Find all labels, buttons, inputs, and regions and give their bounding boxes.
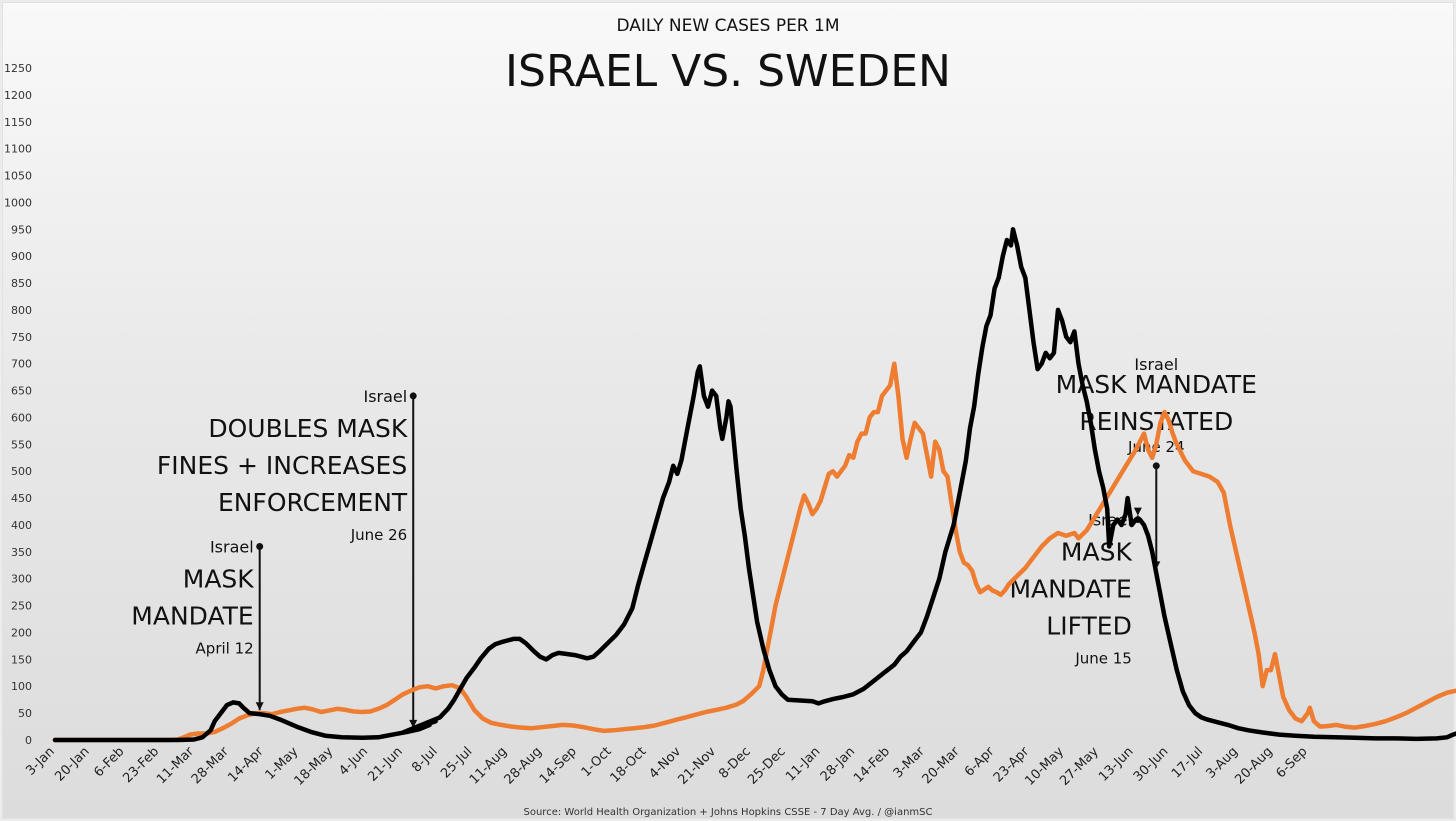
y-tick-label: 550 xyxy=(11,438,32,451)
x-tick-label: 14-Feb xyxy=(851,744,893,786)
annotation-text: MANDATE xyxy=(131,601,253,630)
chart-title: ISRAEL VS. SWEDEN xyxy=(505,46,951,97)
x-tick-label: 14-Sep xyxy=(537,744,580,787)
x-tick-label: 14-Apr xyxy=(225,744,267,786)
y-tick-label: 150 xyxy=(11,653,32,666)
x-tick-label: 20-Mar xyxy=(920,744,963,787)
x-tick-label: 30-Jun xyxy=(1131,744,1172,785)
annotation-date: April 12 xyxy=(196,639,254,657)
x-tick-label: 11-Aug xyxy=(467,744,510,787)
x-tick-label: 8-Jul xyxy=(409,744,440,775)
annotation-text: MANDATE xyxy=(1009,575,1131,604)
x-tick-label: 20-Aug xyxy=(1232,744,1275,787)
y-tick-label: 1150 xyxy=(4,116,32,129)
x-tick-label: 28-Jan xyxy=(818,744,858,784)
annotation-dot xyxy=(256,542,264,550)
y-tick-label: 900 xyxy=(11,250,32,263)
annotation-text: MASK xyxy=(1061,538,1133,567)
annotation-dot xyxy=(409,392,417,400)
y-tick-label: 400 xyxy=(11,519,32,532)
x-tick-label: 11-Jan xyxy=(783,744,823,784)
annotation-text: REINSTATED xyxy=(1079,407,1233,436)
y-tick-label: 1250 xyxy=(4,62,32,75)
y-tick-label: 100 xyxy=(11,680,32,693)
x-tick-label: 11-Mar xyxy=(154,744,197,787)
annotation-text: LIFTED xyxy=(1046,612,1132,641)
annotation-dot xyxy=(1152,462,1160,470)
x-tick-label: 13-Jun xyxy=(1096,744,1137,785)
chart-subtitle: DAILY NEW CASES PER 1M xyxy=(616,16,839,36)
y-tick-label: 600 xyxy=(11,411,32,424)
y-tick-label: 200 xyxy=(11,626,32,639)
annotation-text: FINES + INCREASES xyxy=(157,451,407,480)
annotation-text: MASK xyxy=(183,564,255,593)
x-tick-label: 21-Nov xyxy=(675,744,719,788)
x-tick-label: 6-Sep xyxy=(1273,744,1310,781)
y-tick-label: 500 xyxy=(11,465,32,478)
y-tick-label: 650 xyxy=(11,385,32,398)
x-tick-label: 27-May xyxy=(1057,744,1102,789)
x-tick-label: 28-Mar xyxy=(189,744,232,787)
annotation-date: June 26 xyxy=(350,526,408,544)
source-note: Source: World Health Organization + John… xyxy=(524,807,933,818)
x-tick-label: 20-Jan xyxy=(52,744,92,784)
y-tick-label: 250 xyxy=(11,600,32,613)
x-tick-label: 28-Aug xyxy=(502,744,545,787)
y-tick-label: 300 xyxy=(11,573,32,586)
y-tick-label: 700 xyxy=(11,358,32,371)
series-line-israel xyxy=(52,227,1456,743)
y-tick-label: 450 xyxy=(11,492,32,505)
annotation-text: DOUBLES MASK xyxy=(208,414,407,443)
y-tick-label: 950 xyxy=(11,223,32,236)
y-tick-label: 750 xyxy=(11,331,32,344)
x-tick-label: 18-May xyxy=(292,744,337,789)
y-tick-label: 800 xyxy=(11,304,32,317)
annotation-text: ENFORCEMENT xyxy=(218,488,408,517)
annotation-arrowhead xyxy=(409,719,418,728)
annotation-country: Israel xyxy=(1134,355,1178,374)
annotation-arrowhead xyxy=(1133,507,1142,516)
y-tick-label: 1000 xyxy=(4,196,32,209)
y-tick-label: 850 xyxy=(11,277,32,290)
series-line-sweden xyxy=(52,361,1456,743)
y-tick-label: 50 xyxy=(18,707,32,720)
annotation-arrowhead xyxy=(255,702,264,711)
x-tick-label: 18-Oct xyxy=(608,744,650,786)
x-axis: 3-Jan20-Jan6-Feb23-Feb11-Mar28-Mar14-Apr… xyxy=(23,744,1310,789)
y-tick-label: 0 xyxy=(25,734,32,747)
y-tick-label: 1050 xyxy=(4,170,32,183)
y-tick-label: 1100 xyxy=(4,143,32,156)
y-tick-label: 1200 xyxy=(4,89,32,102)
annotation-text: MASK MANDATE xyxy=(1056,370,1257,399)
y-tick-label: 350 xyxy=(11,546,32,559)
series-group xyxy=(52,227,1456,743)
x-tick-label: 21-Jun xyxy=(365,744,406,785)
annotations: Israel MASK MANDATE April 12 Israel DOUBLES M… xyxy=(131,355,1257,728)
annotation-date: June 15 xyxy=(1074,650,1132,668)
x-tick-label: 17-Jul xyxy=(1169,744,1206,781)
annotation-country: Israel xyxy=(210,537,254,556)
annotation-country: Israel xyxy=(363,387,407,406)
y-axis: 0 50 100 150 200 250 300 350 400 450 500 550 600 650 7… xyxy=(4,62,32,747)
x-tick-label: 25-Dec xyxy=(745,744,788,787)
